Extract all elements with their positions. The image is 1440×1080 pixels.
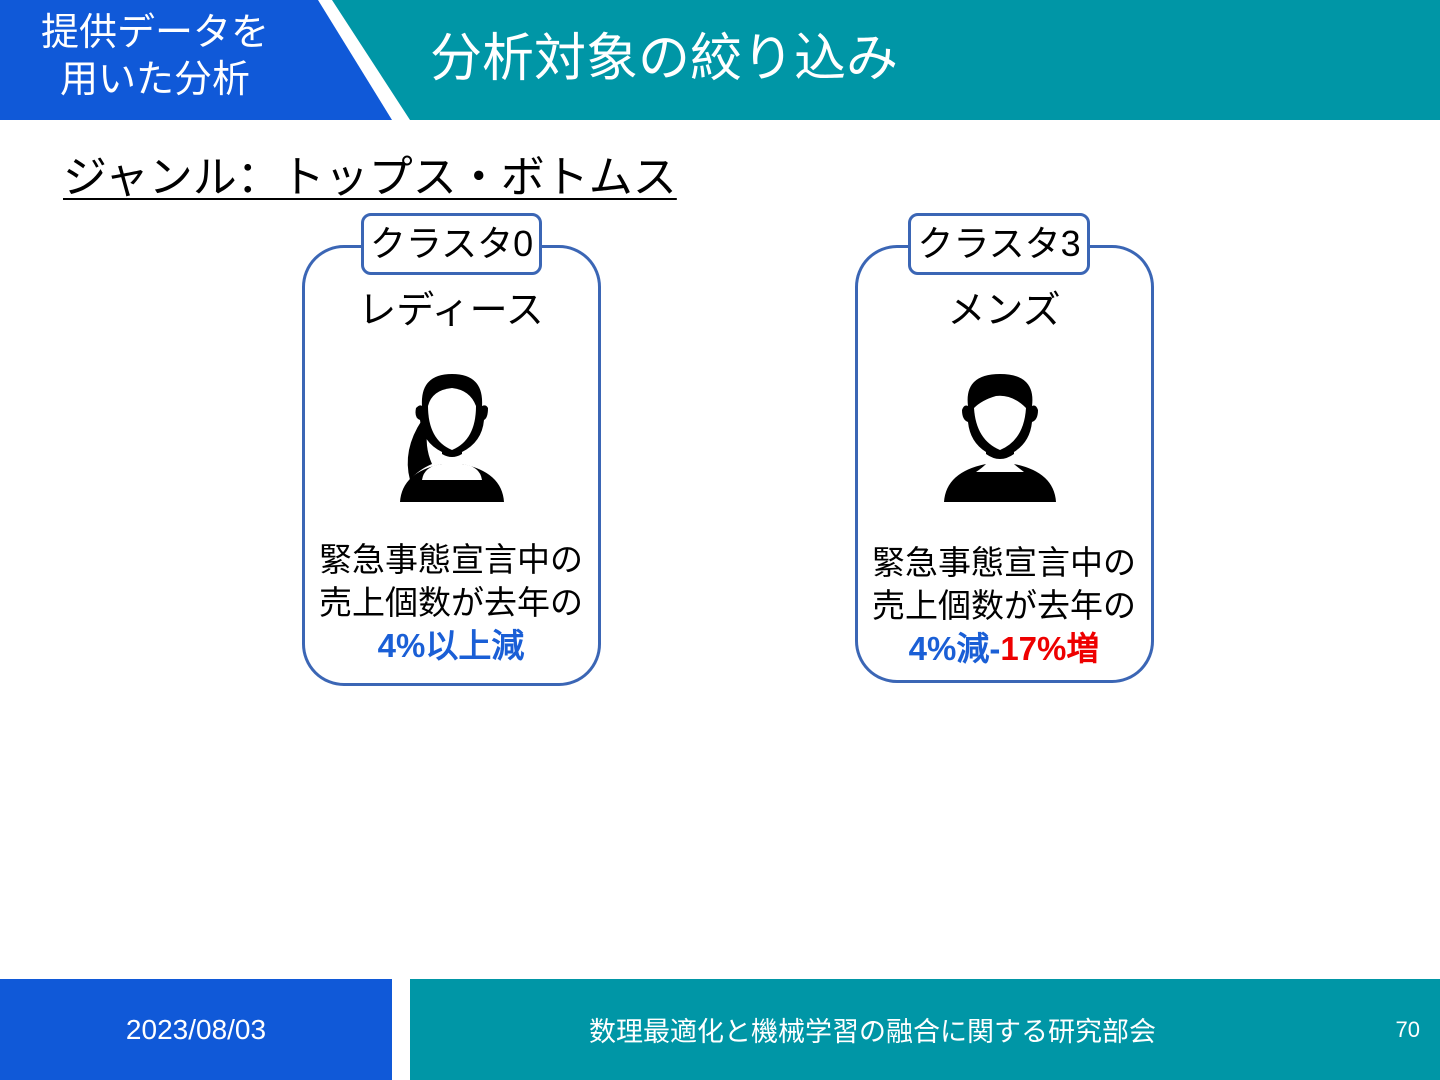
result-decrease: 4%減- [908,630,1001,667]
footer-bar: 数理最適化と機械学習の融合に関する研究部会 70 [410,979,1440,1080]
result-decrease: 4%以上減 [377,627,525,664]
footer-date: 2023/08/03 [0,979,392,1080]
cluster-name: レディース [358,290,544,332]
date-text: 2023/08/03 [125,1013,267,1045]
card-result: 4%以上減 [302,624,600,667]
female-person-icon [400,374,504,502]
organization-name: 数理最適化と機械学習の融合に関する研究部会 [589,1017,1156,1047]
slide-title: 分析対象の絞り込み [430,30,899,88]
section-label-line: 提供データを [40,12,269,54]
card-text-line: 緊急事態宣言中の [319,541,583,578]
section-label-line: 用いた分析 [59,59,250,101]
card-text-line: 緊急事態宣言中の [872,544,1136,581]
header-banner [0,0,1440,120]
card-text-line: 売上個数が去年の [872,587,1136,624]
section-label: 提供データを 用いた分析 [20,10,290,104]
cluster-tag: クラスタ0 [361,213,542,275]
result-increase: 17%増 [1000,630,1100,667]
title-bg [332,0,1440,120]
card-text-line: 売上個数が去年の [319,584,583,621]
section-label-bg [0,0,392,120]
subtitle: ジャンル：トップス・ボトムス [63,153,677,202]
card-result: 4%減-17%増 [855,627,1153,670]
cluster-name: メンズ [947,290,1061,332]
page-number: 70 [1395,1016,1420,1042]
cluster-tag: クラスタ3 [908,213,1090,275]
male-person-icon [944,374,1056,502]
